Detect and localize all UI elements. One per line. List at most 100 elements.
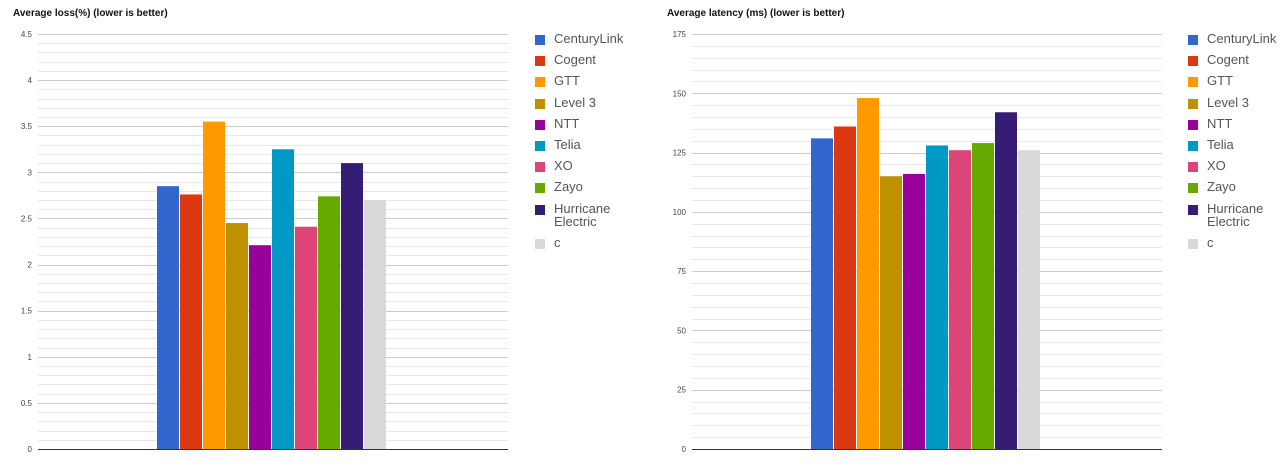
bar-zayo	[318, 196, 340, 449]
loss-chart-panel: Average loss(%) (lower is better) 0 0.5 1 1…	[13, 8, 636, 454]
y-tick-label: 50	[677, 326, 686, 335]
legend-item: c	[1188, 236, 1280, 257]
legend-item: Cogent	[1188, 53, 1280, 74]
y-tick-label: 25	[677, 386, 686, 395]
latency-chart-legend: CenturyLink Cogent GTT Level 3 NTT Telia XO Zay…	[1188, 32, 1280, 257]
legend-swatch	[535, 77, 545, 88]
legend-item: Cogent	[535, 53, 636, 74]
bar-c	[364, 200, 386, 449]
legend-item: c	[535, 236, 636, 257]
bar-gtt	[203, 121, 225, 449]
legend-swatch	[1188, 162, 1198, 173]
bar-telia	[272, 149, 294, 449]
legend-label: Telia	[554, 136, 581, 152]
y-tick-label: 1	[28, 353, 33, 362]
legend-label: GTT	[554, 73, 580, 89]
y-tick-label: 0.5	[21, 399, 33, 408]
bar-telia	[926, 145, 948, 449]
legend-label: Zayo	[554, 179, 583, 195]
legend-item: Zayo	[535, 180, 636, 201]
bar-cogent	[834, 126, 856, 449]
legend-item: Telia	[535, 138, 636, 159]
y-tick-label: 4	[28, 76, 33, 85]
chart-title: Average loss(%) (lower is better)	[13, 8, 168, 19]
y-tick-label: 175	[673, 30, 687, 39]
legend-swatch	[1188, 140, 1198, 151]
bar-ntt	[249, 245, 271, 449]
legend-item: XO	[1188, 159, 1280, 180]
bar-xo	[949, 150, 971, 449]
y-tick-label: 2.5	[21, 214, 33, 223]
y-tick-label: 75	[677, 267, 686, 276]
legend-item: CenturyLink	[1188, 32, 1280, 53]
legend-swatch	[535, 119, 545, 130]
legend-swatch	[1188, 183, 1198, 194]
bar-centurylink	[811, 138, 833, 450]
legend-item: NTT	[535, 117, 636, 138]
bar-hurricane-electric	[341, 163, 363, 449]
y-tick-label: 3.5	[21, 122, 33, 131]
loss-chart-legend: CenturyLink Cogent GTT Level 3 NTT Telia XO Zay…	[535, 32, 636, 257]
legend-item: Level 3	[1188, 96, 1280, 117]
y-tick-label: 3	[28, 168, 33, 177]
bar-cogent	[180, 194, 202, 449]
bar-centurylink	[157, 186, 179, 449]
bar-gtt	[857, 98, 879, 450]
legend-label: c	[1207, 234, 1214, 250]
y-tick-label: 4.5	[21, 30, 33, 39]
bar-level-3	[226, 223, 248, 449]
legend-swatch	[535, 238, 545, 249]
legend-swatch	[1188, 35, 1198, 45]
legend-swatch	[535, 204, 545, 215]
y-tick-label: 0	[682, 445, 687, 454]
legend-item: XO	[535, 159, 636, 180]
latency-chart-plot: 0 25 50 75 100 125 150 175	[673, 30, 1162, 454]
legend-item: Zayo	[1188, 180, 1280, 201]
legend-swatch	[1188, 204, 1198, 215]
legend-swatch	[535, 140, 545, 151]
y-tick-label: 0	[28, 445, 33, 454]
y-tick-label: 100	[673, 208, 687, 217]
chart-title: Average latency (ms) (lower is better)	[667, 8, 845, 19]
legend-item: Hurricane Electric	[1188, 202, 1280, 236]
legend-item: Telia	[1188, 138, 1280, 159]
legend-item: Hurricane Electric	[535, 202, 636, 236]
legend-item: GTT	[1188, 74, 1280, 95]
bar-c	[1018, 150, 1040, 449]
legend-label: CenturyLink	[1207, 31, 1277, 46]
legend-item: CenturyLink	[535, 32, 636, 53]
legend-swatch	[1188, 119, 1198, 130]
legend-item: GTT	[535, 74, 636, 95]
legend-label: XO	[1207, 158, 1226, 174]
legend-label: Hurricane Electric	[554, 200, 611, 229]
y-tick-label: 1.5	[21, 307, 33, 316]
legend-label: Level 3	[1207, 94, 1249, 110]
bar-hurricane-electric	[995, 112, 1017, 449]
legend-swatch	[1188, 238, 1198, 249]
legend-label: Zayo	[1207, 179, 1236, 195]
legend-label: Telia	[1207, 136, 1234, 152]
bar-xo	[295, 226, 317, 449]
y-tick-label: 125	[673, 149, 687, 158]
legend-label: Hurricane Electric	[1207, 200, 1264, 229]
bar-level-3	[880, 176, 902, 450]
legend-label: Cogent	[554, 52, 596, 68]
legend-item: NTT	[1188, 117, 1280, 138]
legend-label: NTT	[1207, 115, 1233, 131]
legend-swatch	[535, 183, 545, 194]
legend-swatch	[535, 98, 545, 109]
legend-label: Cogent	[1207, 52, 1249, 68]
legend-label: GTT	[1207, 73, 1233, 89]
legend-swatch	[1188, 98, 1198, 109]
legend-item: Level 3	[535, 96, 636, 117]
legend-swatch	[1188, 56, 1198, 67]
legend-swatch	[1188, 77, 1198, 88]
bar-ntt	[903, 173, 925, 449]
y-tick-label: 2	[28, 261, 33, 270]
legend-label: CenturyLink	[554, 31, 624, 46]
loss-chart-plot: 0 0.5 1 1.5 2 2.5 3 3.5 4 4.5	[21, 30, 508, 454]
legend-label: NTT	[554, 115, 580, 131]
legend-swatch	[535, 56, 545, 67]
legend-swatch	[535, 162, 545, 173]
legend-swatch	[535, 35, 545, 45]
